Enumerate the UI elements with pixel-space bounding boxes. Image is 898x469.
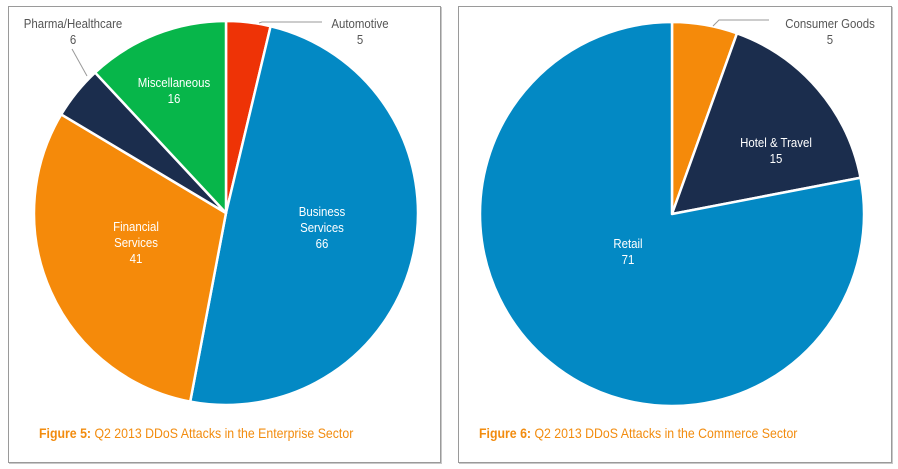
slice-label: Financial: [113, 219, 159, 234]
slice-label: Automotive: [331, 16, 388, 31]
slice-label: Pharma/Healthcare: [24, 16, 123, 31]
slice-label: Services: [114, 235, 158, 250]
data-label-retail: Retail 71: [613, 236, 642, 267]
leader-line-automotive: [258, 21, 322, 24]
slice-label: Retail: [613, 236, 642, 251]
data-label-consumer-goods: Consumer Goods 5: [785, 16, 875, 47]
slice-value: 41: [130, 251, 143, 266]
slice-value: 16: [168, 91, 181, 106]
data-label-automotive: Automotive 5: [331, 16, 388, 47]
commerce-chart-panel: Consumer Goods 5 Hotel & Travel 15 Retail 71 …: [458, 6, 892, 463]
commerce-chart-caption: Figure 6: Q2 2013 DDoS Attacks in the Co…: [479, 425, 797, 441]
pie-slice-miscellaneous: [93, 19, 228, 215]
slice-value: 71: [622, 252, 635, 267]
caption-title: Q2 2013 DDoS Attacks in the Commerce Sec…: [531, 425, 798, 441]
slice-value: 15: [770, 151, 783, 166]
slice-label: Consumer Goods: [785, 16, 875, 31]
data-label-financial-services: Financial Services 41: [113, 219, 159, 266]
enterprise-chart-panel: Automotive 5 Business Services 66 Financial Se…: [8, 6, 441, 463]
enterprise-chart-caption: Figure 5: Q2 2013 DDoS Attacks in the En…: [39, 425, 353, 441]
caption-figure-label: Figure 5:: [39, 425, 92, 441]
slice-label: Services: [300, 220, 344, 235]
caption-figure-label: Figure 6:: [479, 425, 532, 441]
slice-label: Business: [299, 204, 345, 219]
slice-value: 6: [70, 32, 77, 47]
commerce-pie-chart: Consumer Goods 5 Hotel & Travel 15 Retail 71: [478, 16, 875, 408]
pie-slices: [32, 19, 420, 407]
leader-line-consumer-goods: [712, 19, 769, 27]
slice-label: Miscellaneous: [138, 75, 210, 90]
slice-value: 5: [827, 32, 834, 47]
slice-label: Hotel & Travel: [740, 135, 812, 150]
pie-slice-hotel-travel: [670, 32, 862, 216]
caption-title: Q2 2013 DDoS Attacks in the Enterprise S…: [91, 425, 354, 441]
pie-slice-financial-services: [32, 113, 228, 403]
data-label-miscellaneous: Miscellaneous 16: [138, 75, 210, 106]
slice-value: 5: [357, 32, 364, 47]
data-label-business-services: Business Services 66: [299, 204, 345, 251]
data-label-hotel-travel: Hotel & Travel 15: [740, 135, 812, 166]
pie-slices: [478, 20, 866, 408]
pie-slice-business-services: [188, 25, 420, 407]
data-label-pharma-healthcare: Pharma/Healthcare 6: [24, 16, 123, 47]
leader-line-pharma-healthcare: [71, 48, 88, 77]
pie-slice-retail: [478, 20, 866, 408]
slice-value: 66: [316, 236, 329, 251]
